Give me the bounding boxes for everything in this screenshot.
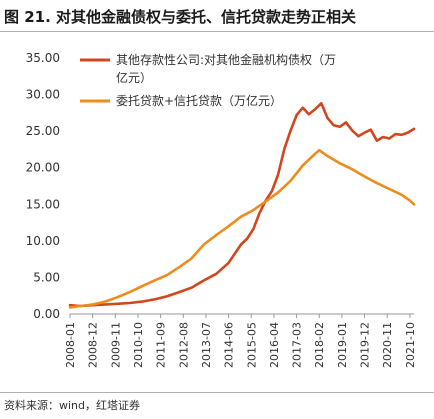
- x-tick-label: 2008-12: [87, 322, 100, 368]
- x-tick-label: 2019-12: [359, 322, 372, 368]
- x-tick-label: 2008-01: [64, 322, 77, 368]
- x-tick-label: 2015-05: [245, 322, 258, 368]
- y-tick-label: 25.00: [26, 124, 60, 138]
- legend-label-0: 其他存款性公司:对其他金融机构债权（万亿元）: [116, 52, 336, 85]
- x-axis: 2008-01 2008-12 2009-11 2010-10 2011-09 2012-…: [64, 313, 417, 368]
- y-tick-label: 30.00: [26, 88, 60, 102]
- chart-title: 图 21. 对其他金融债权与委托、信托贷款走势正相关: [4, 8, 357, 26]
- y-tick-label: 0.00: [33, 307, 60, 321]
- y-tick-label: 20.00: [26, 161, 60, 175]
- legend-label-1: 委托贷款+信托贷款（万亿元）: [116, 93, 282, 108]
- y-tick-label: 35.00: [26, 51, 60, 65]
- series-line-0: [68, 102, 416, 308]
- x-tick-label: 2014-06: [223, 322, 236, 368]
- x-tick-label: 2016-04: [268, 322, 281, 368]
- y-tick-label: 5.00: [33, 270, 60, 284]
- source-note: 资料来源：wind，红塔证券: [4, 399, 141, 412]
- y-tick-label: 15.00: [26, 197, 60, 211]
- x-tick-label: 2021-10: [404, 322, 417, 368]
- x-tick-label: 2017-03: [291, 322, 304, 368]
- x-tick-label: 2020-11: [381, 322, 394, 368]
- x-tick-label: 2019-01: [336, 322, 349, 368]
- title-divider: [0, 31, 434, 32]
- x-tick-label: 2009-11: [109, 322, 122, 368]
- legend: 其他存款性公司:对其他金融机构债权（万亿元） 委托贷款+信托贷款（万亿元）: [80, 52, 336, 108]
- footer-divider: [0, 392, 434, 393]
- x-tick-label: 2012-08: [177, 322, 190, 368]
- y-tick-label: 10.00: [26, 234, 60, 248]
- x-tick-label: 2013-07: [200, 322, 213, 368]
- series-layer: [68, 102, 416, 309]
- x-tick-label: 2011-09: [155, 322, 168, 368]
- series-line-1: [68, 148, 416, 309]
- line-chart: 0.00 5.00 10.00 15.00 20.00 25.00 30.00 35.00 2…: [26, 51, 417, 368]
- y-axis: 0.00 5.00 10.00 15.00 20.00 25.00 30.00 35.00: [26, 51, 60, 321]
- x-tick-label: 2018-02: [313, 322, 326, 368]
- x-tick-label: 2010-10: [132, 322, 145, 368]
